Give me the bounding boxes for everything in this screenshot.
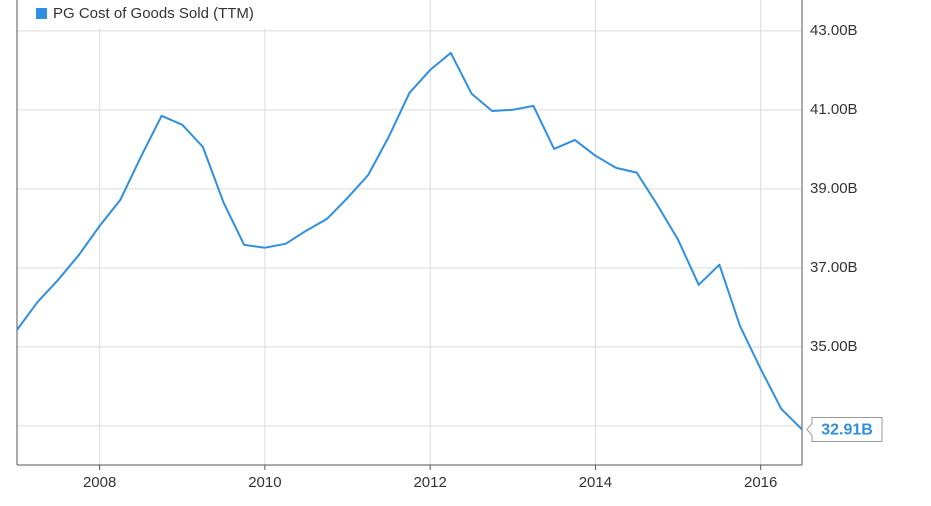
y-tick-label: 35.00B: [810, 338, 858, 355]
callout-box: [806, 416, 883, 442]
y-tick-label: 41.00B: [810, 101, 858, 118]
legend-swatch: [36, 8, 47, 19]
legend-label: PG Cost of Goods Sold (TTM): [53, 5, 254, 22]
x-tick-label: 2012: [413, 474, 446, 491]
x-tick-label: 2016: [744, 474, 777, 491]
value-label: 32.91B: [821, 422, 873, 439]
x-tick-label: 2008: [83, 474, 116, 491]
y-tick-label: 43.00B: [810, 22, 858, 39]
y-tick-label: 37.00B: [810, 259, 858, 276]
legend: PG Cost of Goods Sold (TTM): [18, 0, 328, 28]
legend-box: [18, 0, 328, 28]
y-tick-label: 39.00B: [810, 180, 858, 197]
x-tick-label: 2014: [579, 474, 612, 491]
x-tick-label: 2010: [248, 474, 281, 491]
value-callout: 32.91B: [806, 416, 883, 442]
data-line: [16, 51, 803, 431]
